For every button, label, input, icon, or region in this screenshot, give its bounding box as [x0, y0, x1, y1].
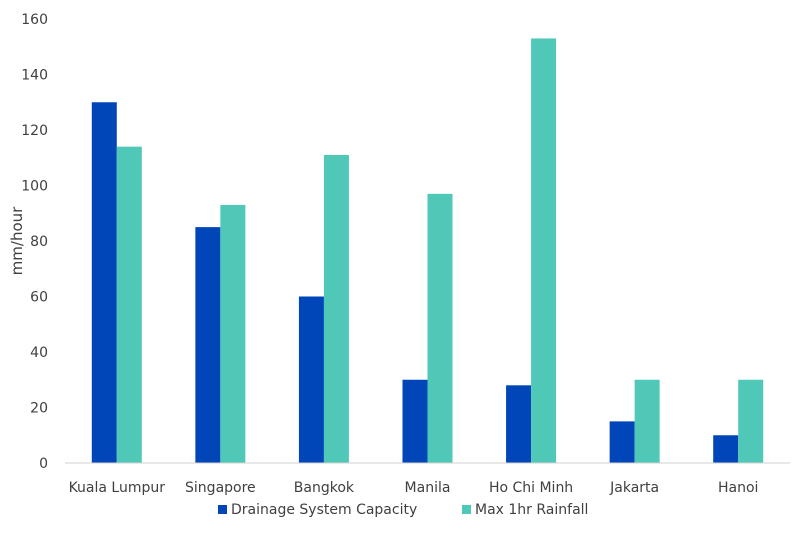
bar-drainage-ho-chi-minh [506, 385, 532, 463]
bar-drainage-manila [402, 379, 428, 463]
bar-rainfall-ho-chi-minh [531, 38, 557, 464]
y-tick-label: 120 [21, 123, 48, 139]
x-tick-label: Jakarta [609, 480, 659, 496]
bar-drainage-jakarta [609, 421, 635, 463]
x-tick-label: Manila [405, 480, 451, 496]
legend-label-drainage: Drainage System Capacity [231, 502, 417, 518]
legend: Drainage System Capacity Max 1hr Rainfal… [218, 502, 588, 518]
y-tick-label: 160 [21, 12, 48, 28]
x-tick-label: Bangkok [294, 480, 355, 496]
legend-swatch-drainage [218, 505, 227, 514]
y-tick-label: 60 [30, 290, 48, 306]
bar-rainfall-kuala-lumpur [116, 146, 142, 463]
bar-drainage-hanoi [713, 435, 739, 463]
bar-rainfall-singapore [220, 204, 246, 464]
y-tick-label: 0 [39, 456, 48, 472]
x-tick-label: Ho Chi Minh [489, 480, 573, 496]
bar-drainage-kuala-lumpur [91, 102, 117, 463]
bar-rainfall-jakarta [634, 379, 660, 463]
y-tick-label: 100 [21, 179, 48, 195]
x-tick-label: Hanoi [718, 480, 758, 496]
bar-rainfall-manila [427, 193, 453, 463]
x-tick-label: Kuala Lumpur [69, 480, 166, 496]
bar-rainfall-bangkok [323, 154, 349, 463]
y-tick-label: 40 [30, 345, 48, 361]
bar-drainage-bangkok [298, 296, 324, 463]
legend-label-rainfall: Max 1hr Rainfall [475, 502, 588, 518]
y-tick-label: 140 [21, 68, 48, 84]
bar-rainfall-hanoi [738, 379, 764, 463]
legend-swatch-rainfall [462, 505, 471, 514]
x-tick-label: Singapore [185, 480, 256, 496]
bar-drainage-singapore [195, 227, 221, 463]
y-tick-label: 80 [30, 234, 48, 250]
y-tick-label: 20 [30, 401, 48, 417]
y-axis-label: mm/hour [8, 206, 26, 275]
